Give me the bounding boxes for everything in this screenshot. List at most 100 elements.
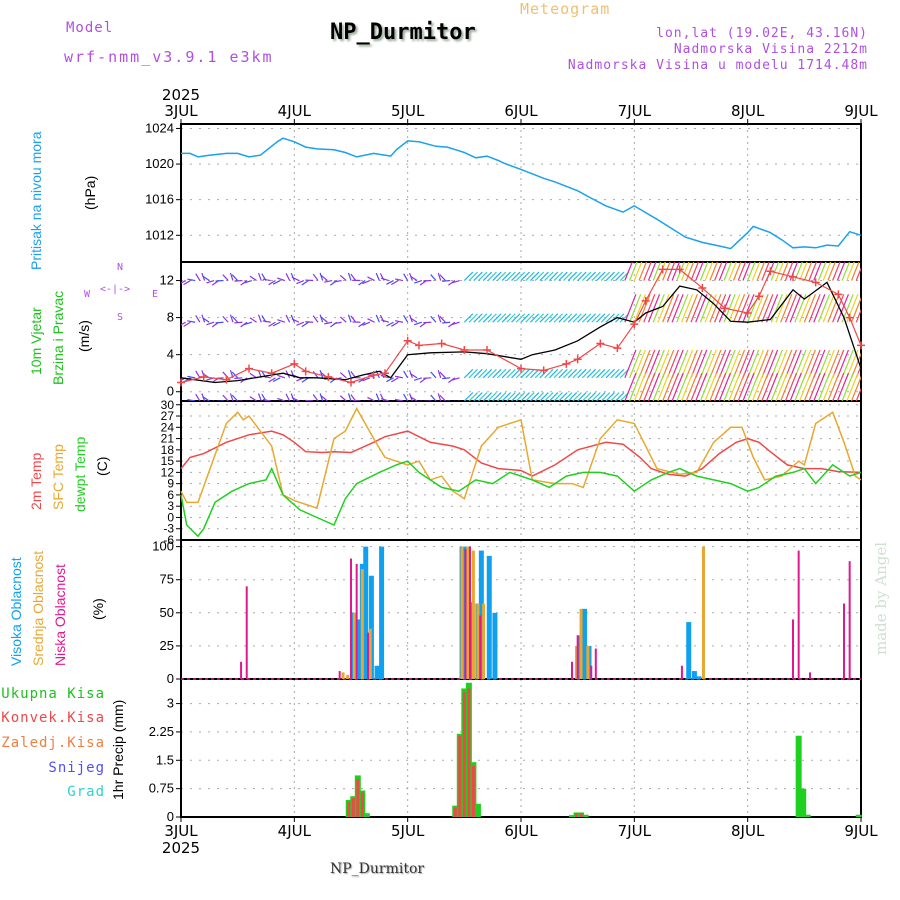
wind-barb [732, 372, 746, 401]
wind-barb [268, 321, 276, 327]
wind-barb [695, 262, 704, 281]
wind-barb [662, 349, 675, 379]
wind-barb [501, 271, 512, 281]
wind-barb [272, 377, 281, 383]
wind-barb [222, 394, 229, 401]
wind-barb [525, 392, 535, 401]
low-cloud-bar [367, 632, 369, 679]
wind-barb [577, 392, 587, 401]
wind-barb [709, 372, 722, 401]
y-tick-label: 25 [160, 638, 174, 653]
wind-barb [799, 294, 812, 323]
wind-barb [320, 316, 328, 323]
wind-barb [249, 275, 257, 282]
wind-barb [451, 377, 460, 381]
wind-barb [714, 349, 727, 379]
wind-barb [770, 294, 783, 323]
wind-barb [751, 349, 764, 379]
wind-barb [367, 396, 375, 401]
x-tick-label-bottom: 9JUL [844, 822, 878, 840]
wind-barb [723, 349, 736, 379]
wind-barb [511, 392, 521, 401]
low-cloud-bar [594, 648, 597, 679]
panel-frame [180, 261, 862, 402]
wind-barb [728, 349, 741, 379]
wind-barb [463, 271, 474, 281]
wind-barb [386, 280, 394, 285]
wind-barb [229, 393, 234, 401]
wind-barb [591, 271, 601, 281]
wind-barb [347, 393, 352, 401]
high-cloud-bar [492, 612, 498, 679]
elevation-label: Nadmorska Visina 2212m [673, 42, 868, 57]
wind-barb [690, 262, 699, 281]
wind-barb [808, 262, 818, 281]
gust-marker [403, 336, 412, 345]
y-tick-label: 30 [161, 398, 175, 412]
wind-barb [268, 377, 276, 383]
wind-barb [482, 368, 493, 379]
conv-rain-bar [347, 801, 351, 817]
gust-marker [483, 346, 491, 355]
wind-barb [534, 313, 545, 323]
wind-barb [257, 393, 262, 401]
wind-barb [813, 349, 826, 379]
wind-barb [181, 321, 186, 326]
wind-barb [737, 294, 750, 323]
chart-kind-title: Meteogram [520, 0, 611, 18]
wind-barb [234, 279, 243, 282]
gust-line [180, 268, 862, 384]
wind-barb [482, 313, 493, 323]
wind-barb [439, 274, 446, 281]
wind-barb [187, 375, 196, 379]
temp2m-line [180, 430, 862, 477]
wind-barb [319, 393, 324, 401]
wind-barb [784, 294, 798, 323]
wind-barb [780, 262, 789, 281]
wind-barb [808, 349, 821, 379]
wind-barb [742, 349, 755, 379]
wind-barb [487, 368, 497, 379]
wind-barb [728, 294, 741, 323]
y-tick-label: 1016 [145, 192, 174, 207]
high-cloud-bar [691, 671, 697, 679]
wind-barb [544, 271, 554, 281]
wind-barb [403, 315, 409, 323]
wind-barb [478, 271, 488, 281]
wind-barb [506, 392, 516, 401]
wind-barb [312, 273, 319, 281]
gust-marker [381, 369, 389, 378]
mid-cloud-bar [579, 608, 583, 679]
wind-barb [301, 321, 309, 328]
y-tick-label: 0 [167, 809, 174, 824]
wind-barb [832, 349, 845, 379]
wind-barb [827, 262, 836, 281]
wind-barb [362, 377, 371, 382]
wind-barb [463, 313, 474, 323]
x-tick-label-top: 5JUL [391, 102, 425, 120]
wind-barb [414, 377, 423, 381]
wind-barb [234, 321, 243, 324]
wind-barb [581, 368, 592, 379]
wind-barb [442, 279, 451, 282]
gust-marker [755, 292, 763, 301]
wind-barb [530, 368, 540, 379]
wind-barb [633, 349, 646, 379]
conv-rain-bar [471, 765, 475, 817]
wind-barb [742, 372, 755, 401]
wind-barb [747, 349, 760, 379]
year-label-bottom: 2025 [162, 839, 200, 857]
wind-barb [784, 349, 798, 379]
panel-4: 0 0.75 1.5 2.25 3 [149, 678, 862, 824]
wind-barb [324, 279, 333, 283]
wind-barb [285, 314, 291, 323]
wind-barb [530, 313, 540, 323]
wind-barb [430, 315, 437, 323]
wind-barb [375, 314, 380, 323]
high-cloud-bar [696, 676, 702, 679]
wind-barb [841, 372, 854, 401]
wind-barb [301, 377, 309, 383]
wind-barb [380, 319, 389, 323]
wind-barb [525, 271, 535, 281]
wind-barb [827, 349, 840, 379]
